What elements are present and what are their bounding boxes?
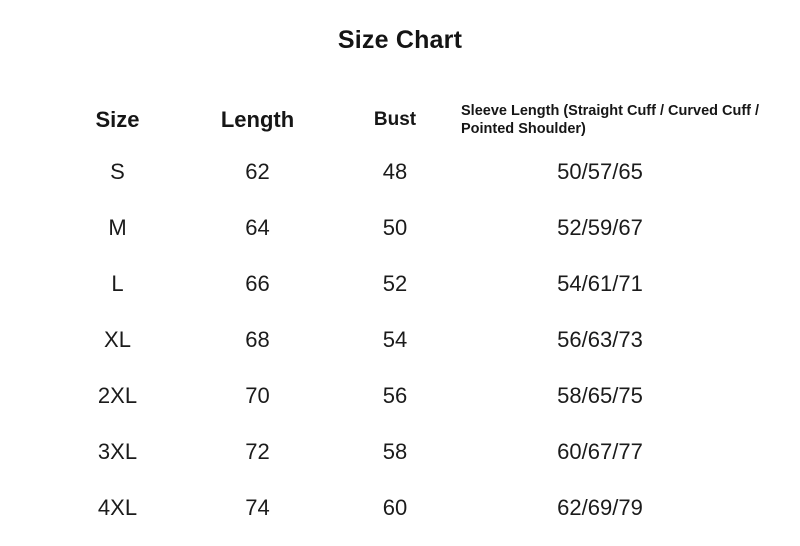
page-title: Size Chart [337, 26, 463, 54]
cell-bust: 50 [382, 215, 408, 240]
cell-sleeve: 58/65/75 [557, 383, 643, 408]
cell-length: 74 [245, 495, 270, 520]
cell-sleeve: 60/67/77 [557, 439, 643, 464]
table-row: 4XL 74 60 62/69/79 [40, 480, 760, 536]
cell-length: 72 [245, 439, 270, 464]
cell-sleeve: 50/57/65 [557, 159, 643, 184]
cell-size: M [108, 215, 127, 240]
cell-size: 2XL [97, 383, 138, 408]
table-row: XL 68 54 56/63/73 [40, 312, 760, 368]
cell-bust: 60 [382, 495, 408, 520]
table-row: 3XL 72 58 60/67/77 [40, 424, 760, 480]
cell-size: 3XL [97, 439, 138, 464]
table-row: L 66 52 54/61/71 [40, 256, 760, 312]
cell-bust: 52 [382, 271, 408, 296]
table-row: S 62 48 50/57/65 [40, 144, 760, 200]
cell-length: 68 [245, 327, 270, 352]
table-row: M 64 50 52/59/67 [40, 200, 760, 256]
column-header-length: Length [220, 107, 295, 132]
cell-size: XL [104, 327, 131, 352]
cell-size: 4XL [97, 495, 138, 520]
cell-bust: 48 [382, 159, 408, 184]
column-header-sleeve-length: Sleeve Length (Straight Cuff / Curved Cu… [461, 102, 760, 137]
cell-length: 70 [245, 383, 270, 408]
cell-length: 62 [245, 159, 270, 184]
table-row: 2XL 70 56 58/65/75 [40, 368, 760, 424]
cell-sleeve: 54/61/71 [557, 271, 643, 296]
cell-size: L [111, 271, 124, 296]
cell-bust: 58 [382, 439, 408, 464]
cell-length: 66 [245, 271, 270, 296]
cell-sleeve: 52/59/67 [557, 215, 643, 240]
cell-sleeve: 62/69/79 [557, 495, 643, 520]
cell-sleeve: 56/63/73 [557, 327, 643, 352]
size-table: Size Length Bust Sleeve Length (Straight… [40, 96, 760, 536]
cell-size: S [110, 159, 125, 184]
table-header-row: Size Length Bust Sleeve Length (Straight… [40, 96, 760, 144]
cell-bust: 54 [382, 327, 408, 352]
cell-bust: 56 [382, 383, 408, 408]
column-header-size: Size [95, 107, 140, 132]
cell-length: 64 [245, 215, 270, 240]
column-header-bust: Bust [373, 109, 417, 130]
